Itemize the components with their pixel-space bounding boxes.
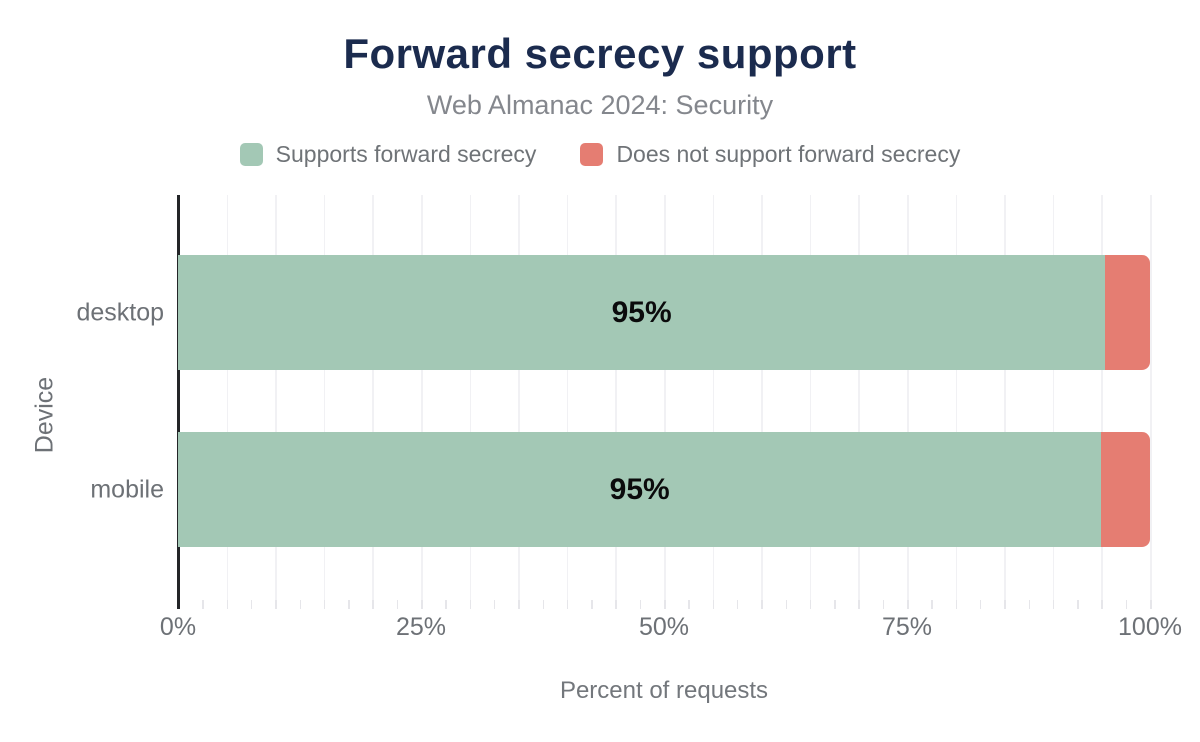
x-axis-minor-tick xyxy=(931,600,933,609)
gridline xyxy=(469,195,472,600)
gridline xyxy=(421,195,423,600)
x-axis-minor-tick xyxy=(615,600,617,609)
x-axis-minor-tick xyxy=(1028,600,1030,609)
x-axis-minor-tick xyxy=(421,600,423,609)
x-axis-minor-tick xyxy=(1077,600,1079,609)
gridline xyxy=(615,195,617,600)
y-category-label-desktop: desktop xyxy=(76,298,164,326)
y-category-label-mobile: mobile xyxy=(90,475,164,503)
gridline xyxy=(1150,195,1152,600)
gridline xyxy=(1004,195,1006,600)
gridline xyxy=(907,195,909,600)
x-axis-minor-tick xyxy=(785,600,787,609)
x-axis-minor-tick xyxy=(761,600,763,609)
x-axis-minor-tick xyxy=(1052,600,1055,609)
legend: Supports forward secrecy Does not support… xyxy=(0,141,1200,168)
gridline xyxy=(809,195,812,600)
bar-mobile-supports[interactable] xyxy=(178,432,1102,547)
x-axis-minor-tick xyxy=(736,600,739,609)
legend-item-supports[interactable]: Supports forward secrecy xyxy=(239,141,537,168)
chart-subtitle: Web Almanac 2024: Security xyxy=(426,90,774,120)
gridline xyxy=(858,195,860,600)
gridline xyxy=(761,195,763,600)
gridline xyxy=(518,195,520,600)
x-tick-label-50: 50% xyxy=(638,613,690,641)
x-axis-minor-tick xyxy=(664,600,666,609)
gridline xyxy=(566,195,569,600)
x-axis-minor-tick xyxy=(882,600,885,609)
x-axis-minor-tick xyxy=(979,600,982,609)
x-axis-minor-tick xyxy=(493,600,496,609)
legend-swatch-icon xyxy=(580,143,604,166)
bar-desktop-does-not-support[interactable] xyxy=(1105,255,1150,370)
bar-datalabel-mobile: 95% xyxy=(609,472,670,506)
x-axis-minor-tick xyxy=(1004,600,1006,609)
x-axis-minor-tick xyxy=(591,600,593,609)
gridline xyxy=(1052,195,1055,600)
x-axis-minor-tick xyxy=(1150,600,1152,609)
x-axis-minor-tick xyxy=(396,600,399,609)
x-axis-title: Percent of requests xyxy=(559,677,769,704)
x-axis-minor-tick xyxy=(712,600,715,609)
gridline xyxy=(372,195,374,600)
legend-label: Supports forward secrecy xyxy=(275,141,537,167)
gridline xyxy=(664,195,666,600)
x-axis-minor-tick xyxy=(469,600,472,609)
gridline xyxy=(275,195,277,600)
x-tick-label-75: 75% xyxy=(881,613,933,641)
x-axis-minor-tick xyxy=(202,600,204,609)
gridline xyxy=(955,195,958,600)
x-axis-minor-tick xyxy=(542,600,544,609)
bar-desktop-supports[interactable] xyxy=(178,255,1106,370)
x-axis-minor-tick xyxy=(834,600,836,609)
legend-swatch-icon xyxy=(239,143,263,166)
x-tick-label-0: 0% xyxy=(159,613,197,641)
gridline xyxy=(1101,195,1103,600)
x-axis-minor-tick xyxy=(275,600,277,609)
gridline xyxy=(226,195,229,600)
gridline xyxy=(323,195,326,600)
x-axis-minor-tick xyxy=(566,600,569,609)
legend-item-does-not-support[interactable]: Does not support forward secrecy xyxy=(580,141,960,168)
bar-mobile-does-not-support[interactable] xyxy=(1101,432,1150,547)
x-axis-minor-tick xyxy=(809,600,812,609)
x-axis-minor-tick xyxy=(1101,600,1103,609)
x-axis-minor-tick xyxy=(639,600,642,609)
x-axis-minor-tick xyxy=(955,600,958,609)
x-axis-minor-tick xyxy=(226,600,229,609)
x-tick-label-100: 100% xyxy=(1118,613,1182,641)
x-axis-minor-tick xyxy=(299,600,301,609)
x-axis-minor-tick xyxy=(323,600,326,609)
y-axis-line xyxy=(177,195,180,609)
y-axis-title: Device xyxy=(30,376,59,454)
x-axis-minor-tick xyxy=(445,600,447,609)
x-axis-minor-tick xyxy=(518,600,520,609)
gridline xyxy=(712,195,715,600)
x-axis-minor-tick xyxy=(1125,600,1128,609)
x-tick-label-25: 25% xyxy=(395,613,447,641)
legend-label: Does not support forward secrecy xyxy=(616,141,961,167)
x-axis-minor-tick xyxy=(858,600,860,609)
chart-title: Forward secrecy support xyxy=(343,30,857,77)
x-axis-minor-tick xyxy=(250,600,253,609)
plot-area: 95% 95% xyxy=(177,195,1152,609)
bar-datalabel-desktop: 95% xyxy=(611,295,672,329)
x-axis-minor-tick xyxy=(348,600,350,609)
x-axis-minor-tick xyxy=(907,600,909,609)
x-axis-minor-tick xyxy=(688,600,690,609)
x-axis-minor-tick xyxy=(372,600,374,609)
